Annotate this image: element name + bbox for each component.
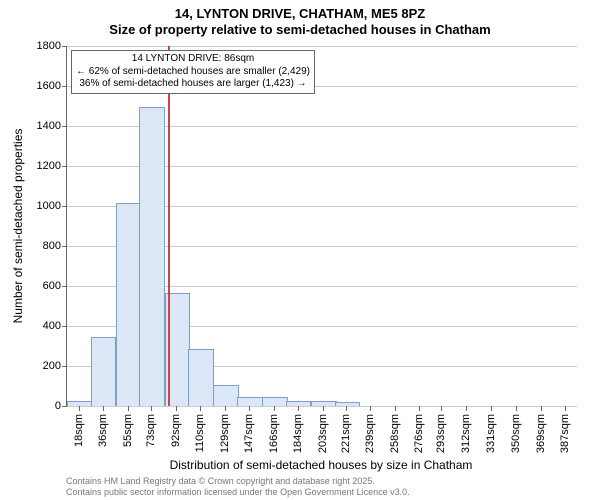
xtick-label: 129sqm bbox=[219, 414, 231, 453]
ytick-mark bbox=[62, 366, 67, 367]
xtick-mark bbox=[541, 406, 542, 411]
xtick-mark bbox=[225, 406, 226, 411]
y-axis-label: Number of semi-detached properties bbox=[11, 129, 25, 324]
chart-container: 14, LYNTON DRIVE, CHATHAM, ME5 8PZ Size … bbox=[0, 0, 600, 500]
ytick-mark bbox=[62, 166, 67, 167]
ytick-label: 1200 bbox=[37, 160, 61, 172]
histogram-bar bbox=[262, 397, 288, 406]
ytick-label: 800 bbox=[43, 240, 61, 252]
ytick-label: 1600 bbox=[37, 80, 61, 92]
ytick-mark bbox=[62, 406, 67, 407]
ytick-label: 400 bbox=[43, 320, 61, 332]
xtick-label: 92sqm bbox=[170, 414, 182, 447]
xtick-mark bbox=[79, 406, 80, 411]
xtick-mark bbox=[200, 406, 201, 411]
annotation-line-2: ← 62% of semi-detached houses are smalle… bbox=[76, 66, 310, 79]
xtick-label: 147sqm bbox=[243, 414, 255, 453]
plot-area: 02004006008001000120014001600180018sqm36… bbox=[66, 46, 577, 407]
xtick-mark bbox=[516, 406, 517, 411]
xtick-label: 239sqm bbox=[364, 414, 376, 453]
histogram-bar bbox=[188, 349, 214, 406]
histogram-bar bbox=[237, 397, 263, 406]
xtick-label: 331sqm bbox=[485, 414, 497, 453]
histogram-bar bbox=[311, 401, 337, 406]
ytick-label: 0 bbox=[55, 400, 61, 412]
annotation-line-3: 36% of semi-detached houses are larger (… bbox=[76, 78, 310, 91]
title-line-2: Size of property relative to semi-detach… bbox=[0, 22, 600, 38]
xtick-mark bbox=[419, 406, 420, 411]
xtick-label: 276sqm bbox=[413, 414, 425, 453]
histogram-bar bbox=[335, 402, 361, 406]
xtick-label: 36sqm bbox=[97, 414, 109, 447]
xtick-mark bbox=[274, 406, 275, 411]
xtick-label: 293sqm bbox=[435, 414, 447, 453]
xtick-mark bbox=[249, 406, 250, 411]
ytick-mark bbox=[62, 326, 67, 327]
xtick-mark bbox=[128, 406, 129, 411]
annotation-line-1: 14 LYNTON DRIVE: 86sqm bbox=[76, 53, 310, 66]
xtick-mark bbox=[370, 406, 371, 411]
attribution-line-2: Contains public sector information licen… bbox=[66, 487, 410, 498]
ytick-mark bbox=[62, 206, 67, 207]
ytick-label: 600 bbox=[43, 280, 61, 292]
xtick-label: 258sqm bbox=[389, 414, 401, 453]
histogram-bar bbox=[213, 385, 239, 406]
xtick-mark bbox=[441, 406, 442, 411]
ytick-label: 200 bbox=[43, 360, 61, 372]
xtick-label: 18sqm bbox=[73, 414, 85, 447]
xtick-label: 387sqm bbox=[559, 414, 571, 453]
xtick-mark bbox=[151, 406, 152, 411]
ytick-label: 1800 bbox=[37, 40, 61, 52]
xtick-label: 55sqm bbox=[122, 414, 134, 447]
xtick-mark bbox=[323, 406, 324, 411]
xtick-mark bbox=[103, 406, 104, 411]
xtick-mark bbox=[298, 406, 299, 411]
ytick-mark bbox=[62, 46, 67, 47]
xtick-mark bbox=[491, 406, 492, 411]
xtick-label: 312sqm bbox=[460, 414, 472, 453]
ytick-mark bbox=[62, 286, 67, 287]
chart-title: 14, LYNTON DRIVE, CHATHAM, ME5 8PZ Size … bbox=[0, 0, 600, 37]
attribution-line-1: Contains HM Land Registry data © Crown c… bbox=[66, 476, 410, 487]
xtick-label: 73sqm bbox=[145, 414, 157, 447]
xtick-mark bbox=[346, 406, 347, 411]
gridline bbox=[67, 46, 577, 47]
xtick-mark bbox=[565, 406, 566, 411]
histogram-bar bbox=[286, 401, 312, 406]
xtick-label: 110sqm bbox=[194, 414, 206, 452]
xtick-label: 369sqm bbox=[535, 414, 547, 453]
ytick-mark bbox=[62, 126, 67, 127]
ytick-label: 1400 bbox=[37, 120, 61, 132]
x-axis-label: Distribution of semi-detached houses by … bbox=[170, 458, 473, 472]
histogram-bar bbox=[67, 401, 93, 406]
histogram-bar bbox=[116, 203, 142, 406]
xtick-label: 184sqm bbox=[292, 414, 304, 453]
ytick-label: 1000 bbox=[37, 200, 61, 212]
reference-line bbox=[168, 46, 170, 406]
ytick-mark bbox=[62, 246, 67, 247]
xtick-mark bbox=[176, 406, 177, 411]
title-line-1: 14, LYNTON DRIVE, CHATHAM, ME5 8PZ bbox=[0, 6, 600, 22]
xtick-label: 166sqm bbox=[268, 414, 280, 453]
histogram-bar bbox=[91, 337, 117, 406]
ytick-mark bbox=[62, 86, 67, 87]
xtick-label: 203sqm bbox=[317, 414, 329, 453]
xtick-mark bbox=[395, 406, 396, 411]
xtick-mark bbox=[466, 406, 467, 411]
attribution-text: Contains HM Land Registry data © Crown c… bbox=[66, 476, 410, 498]
xtick-label: 221sqm bbox=[340, 414, 352, 453]
xtick-label: 350sqm bbox=[510, 414, 522, 453]
histogram-bar bbox=[139, 107, 165, 406]
annotation-box: 14 LYNTON DRIVE: 86sqm ← 62% of semi-det… bbox=[71, 50, 315, 94]
